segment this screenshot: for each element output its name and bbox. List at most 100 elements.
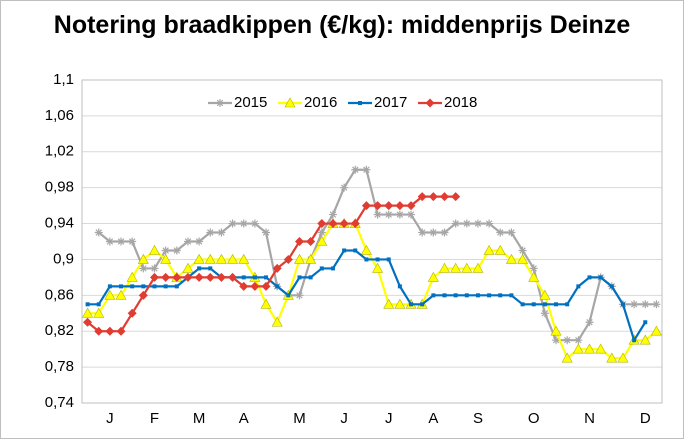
marker — [395, 201, 405, 211]
plot-border — [81, 79, 663, 404]
marker — [539, 289, 551, 300]
marker — [528, 271, 540, 282]
marker — [105, 326, 115, 336]
marker — [351, 165, 360, 174]
marker — [104, 289, 116, 300]
marker — [451, 192, 461, 202]
marker — [442, 293, 447, 298]
x-tick-label: M — [193, 410, 206, 427]
x-tick-label: A — [239, 410, 249, 427]
marker — [554, 302, 559, 307]
marker — [82, 307, 94, 318]
y-tick-label: 0,78 — [45, 358, 74, 375]
marker — [450, 262, 462, 273]
marker — [428, 192, 438, 202]
marker — [373, 201, 383, 211]
marker — [172, 246, 181, 255]
marker — [308, 275, 313, 280]
marker — [643, 320, 648, 325]
marker — [353, 248, 358, 253]
marker — [574, 336, 583, 345]
marker — [148, 244, 161, 255]
legend-label: 2016 — [304, 94, 337, 111]
marker — [587, 275, 592, 280]
series-markers — [83, 192, 461, 336]
marker — [531, 302, 536, 307]
marker — [595, 343, 607, 354]
marker — [585, 318, 594, 327]
marker — [138, 290, 148, 300]
y-tick-label: 0,98 — [45, 179, 74, 196]
marker — [105, 237, 114, 246]
marker — [217, 228, 226, 237]
marker — [317, 219, 327, 229]
marker — [505, 253, 517, 264]
marker — [252, 275, 257, 280]
marker — [183, 237, 192, 246]
marker — [150, 272, 159, 282]
marker — [260, 298, 272, 309]
marker — [241, 275, 246, 280]
marker — [438, 262, 451, 273]
marker — [239, 281, 249, 291]
marker — [475, 293, 480, 298]
marker — [204, 253, 216, 264]
x-tick-label: F — [150, 410, 159, 427]
marker — [498, 293, 503, 298]
marker — [540, 309, 549, 318]
marker — [284, 97, 296, 108]
marker — [342, 248, 347, 253]
marker — [216, 99, 224, 107]
marker — [572, 343, 584, 354]
marker — [195, 237, 204, 246]
marker — [472, 262, 484, 273]
marker — [250, 281, 260, 291]
marker — [384, 210, 393, 219]
marker — [283, 254, 293, 264]
marker — [152, 284, 157, 289]
marker — [431, 293, 436, 298]
marker — [406, 201, 416, 211]
marker — [215, 253, 227, 264]
marker — [650, 325, 662, 336]
marker — [130, 284, 135, 289]
marker — [453, 293, 458, 298]
marker — [83, 317, 93, 327]
marker — [293, 253, 306, 264]
marker — [295, 237, 304, 246]
marker — [328, 210, 337, 219]
marker — [641, 300, 650, 309]
marker — [94, 326, 104, 336]
marker — [194, 272, 204, 282]
marker — [286, 293, 291, 298]
marker — [386, 257, 391, 262]
marker — [228, 272, 238, 282]
chart-title: Notering braadkippen (€/kg): middenprijs… — [53, 11, 631, 39]
marker — [652, 300, 661, 309]
marker — [361, 201, 371, 211]
marker — [583, 343, 596, 354]
marker — [509, 293, 514, 298]
series-line — [87, 222, 658, 360]
marker — [565, 302, 570, 307]
marker — [96, 302, 101, 307]
marker — [483, 244, 495, 255]
marker — [427, 271, 439, 282]
marker — [305, 253, 317, 264]
marker — [542, 302, 547, 307]
marker — [261, 281, 271, 291]
marker — [418, 228, 427, 237]
y-tick-label: 0,74 — [45, 394, 74, 411]
marker — [364, 257, 369, 262]
x-tick-label: N — [584, 410, 595, 427]
marker — [160, 253, 172, 264]
marker — [518, 246, 527, 255]
marker — [297, 275, 302, 280]
marker — [174, 284, 179, 289]
marker — [417, 192, 427, 202]
marker — [264, 275, 269, 280]
marker — [429, 228, 438, 237]
marker — [552, 336, 561, 345]
marker — [620, 302, 625, 307]
marker — [139, 264, 148, 273]
